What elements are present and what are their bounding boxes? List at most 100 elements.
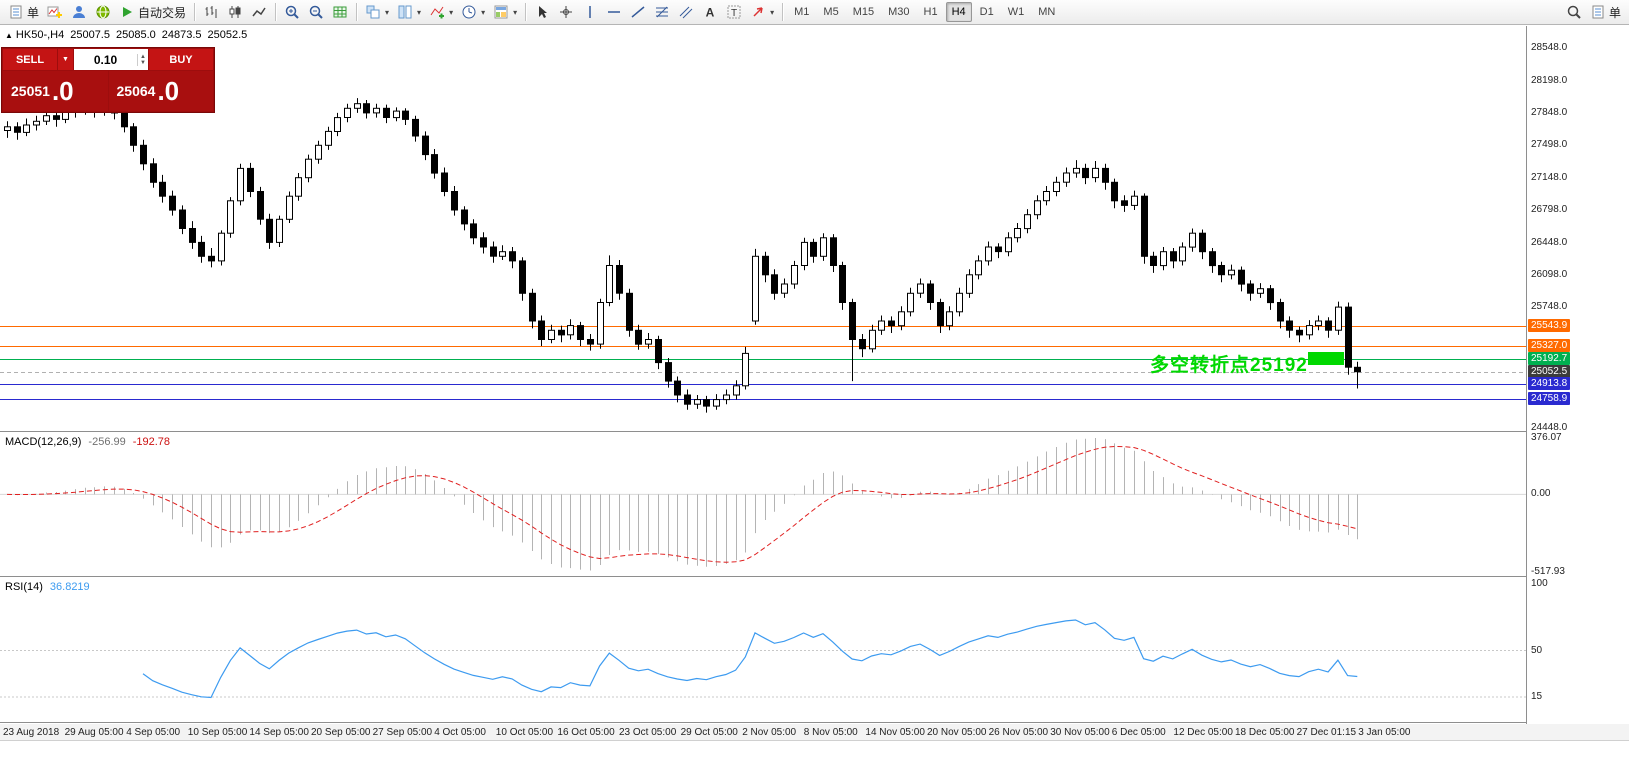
channel-tool-button[interactable] (674, 1, 698, 23)
search-button[interactable] (1562, 1, 1586, 23)
price-scale[interactable]: 28548.0 28198.0 27848.0 27498.0 27148.0 26798… (1526, 26, 1629, 724)
price-chart-panel[interactable]: ▲ HK50-,H4 25007.5 25085.0 24873.5 25052.5 SE… (0, 26, 1526, 432)
cursor-tool-button[interactable] (530, 1, 554, 23)
fibonacci-tool-button[interactable] (650, 1, 674, 23)
chevron-down-icon[interactable]: ▾ (481, 7, 486, 17)
toolbar-separator (356, 3, 358, 21)
grid-icon (332, 4, 348, 20)
zoom-in-button[interactable] (280, 1, 304, 23)
rsi-indicator-panel[interactable]: RSI(14) 36.8219 (0, 578, 1526, 723)
spinner-down-icon[interactable]: ▼ (140, 59, 146, 66)
chevron-down-icon[interactable]: ▾ (513, 7, 518, 17)
channel-icon (678, 4, 694, 20)
toolbar-separator (782, 3, 784, 21)
tile-windows-button[interactable]: ▾ (361, 1, 393, 23)
line-chart-mode-button[interactable] (247, 1, 271, 23)
periods-button[interactable]: ▾ (457, 1, 489, 23)
time-label: 4 Sep 05:00 (126, 727, 181, 738)
time-label: 23 Aug 2018 (3, 727, 60, 738)
timeframe-h4[interactable]: H4 (945, 2, 972, 22)
order-type-dropdown[interactable]: ▼ (58, 49, 73, 70)
grid-toggle-button[interactable] (328, 1, 352, 23)
templates-button[interactable]: ▾ (489, 1, 521, 23)
time-label: 27 Sep 05:00 (372, 727, 433, 738)
candle-chart-mode-button[interactable] (223, 1, 247, 23)
rsi-scale-label: 50 (1531, 644, 1543, 656)
doc-icon (8, 4, 24, 20)
rsi-scale-label: 100 (1531, 578, 1548, 589)
time-label: 30 Nov 05:00 (1050, 727, 1110, 738)
crosshair-icon (558, 4, 574, 20)
timeframe-m1[interactable]: M1 (794, 6, 810, 18)
hline-price-tag: 25192.7 (1528, 351, 1571, 365)
price-scale-label: 26798.0 (1531, 204, 1568, 216)
zoom-out-icon (308, 4, 324, 20)
vline-icon (582, 4, 598, 20)
arrows-tool-button[interactable]: ▾ (746, 1, 778, 23)
auto-arrange-button[interactable]: ▾ (393, 1, 425, 23)
hline-price-tag: 24913.8 (1528, 377, 1571, 391)
volume-spinner[interactable]: ▲ ▼ (137, 53, 148, 66)
timeframe-w1[interactable]: W1 (1007, 6, 1025, 18)
zoom-out-button[interactable] (304, 1, 328, 23)
time-label: 20 Sep 05:00 (311, 727, 371, 738)
auto-trading-button[interactable]: 自动交易 (115, 1, 190, 23)
time-label: 12 Dec 05:00 (1173, 727, 1233, 738)
new-order-button[interactable]: 单 (4, 1, 43, 23)
spinner-up-icon[interactable]: ▲ (140, 53, 146, 60)
time-label: 26 Nov 05:00 (988, 727, 1049, 738)
horizontal-line-tool-button[interactable] (602, 1, 626, 23)
time-label: 10 Oct 05:00 (495, 727, 554, 738)
vertical-line-tool-button[interactable] (578, 1, 602, 23)
timeframe-d1[interactable]: D1 (979, 6, 994, 18)
market-watch-button[interactable] (91, 1, 115, 23)
timeframe-m5[interactable]: M5 (823, 6, 839, 18)
chevron-down-icon[interactable]: ▾ (417, 7, 422, 17)
timeframe-mn[interactable]: MN (1038, 6, 1056, 18)
trendline-tool-button[interactable] (626, 1, 650, 23)
candlestick-chart[interactable] (0, 26, 1526, 432)
toolbar-separator (194, 3, 196, 21)
timeframe-m15[interactable]: M15 (852, 6, 875, 18)
main-toolbar: 单 自动交易 ▾ ▾ ▾ ▾ ▾ A T ▾ M1 M5 M15 M30 H1 H4 D1 W1 MN 单 (0, 0, 1629, 25)
chart-plus-icon (47, 4, 63, 20)
hline-icon (606, 4, 622, 20)
text-tool-button[interactable]: A (698, 1, 722, 23)
macd-indicator-panel[interactable]: MACD(12,26,9) -256.99 -192.78 (0, 433, 1526, 577)
chevron-down-icon[interactable]: ▾ (449, 7, 454, 17)
annotation-text[interactable]: 多空转折点25192 (1150, 355, 1308, 376)
sell-button[interactable]: SELL (3, 49, 57, 70)
new-chart-button[interactable] (43, 1, 67, 23)
chevron-down-icon[interactable]: ▾ (770, 7, 775, 17)
order-menu-label: 单 (1608, 5, 1621, 20)
chevron-down-icon: ▼ (62, 56, 69, 63)
chevron-down-icon[interactable]: ▾ (385, 7, 390, 17)
label-tool-button[interactable]: T (722, 1, 746, 23)
crosshair-tool-button[interactable] (554, 1, 578, 23)
buy-button[interactable]: BUY (149, 49, 213, 70)
ohlc-low: 24873.5 (161, 29, 202, 41)
textT-icon: T (726, 4, 742, 20)
annotation-rectangle[interactable] (1308, 352, 1344, 365)
symbol-period: HK50-,H4 (15, 29, 65, 41)
sell-price[interactable]: 25051.0 (3, 71, 108, 111)
timeframe-h1[interactable]: H1 (923, 6, 938, 18)
chart-marker-icon: ▲ (5, 31, 13, 40)
clock-icon (461, 4, 477, 20)
globe-icon (95, 4, 111, 20)
bar-chart-mode-button[interactable] (199, 1, 223, 23)
indicators-button[interactable]: ▾ (425, 1, 457, 23)
profiles-button[interactable] (67, 1, 91, 23)
time-label: 20 Nov 05:00 (927, 727, 987, 738)
time-label: 18 Dec 05:00 (1235, 727, 1295, 738)
price-scale-label: 26098.0 (1531, 268, 1568, 280)
fibo-icon (654, 4, 670, 20)
buy-price[interactable]: 25064.0 (108, 71, 213, 111)
time-label: 16 Oct 05:00 (557, 727, 615, 738)
timeframe-m30[interactable]: M30 (888, 6, 910, 18)
rsi-plot (0, 619, 1526, 699)
volume-input[interactable]: 0.10 ▲ ▼ (74, 49, 148, 70)
time-axis[interactable]: 23 Aug 2018 29 Aug 05:00 4 Sep 05:00 10 Sep… (0, 724, 1629, 741)
zoom-in-icon (284, 4, 300, 20)
order-menu-button[interactable]: 单 (1586, 1, 1625, 23)
